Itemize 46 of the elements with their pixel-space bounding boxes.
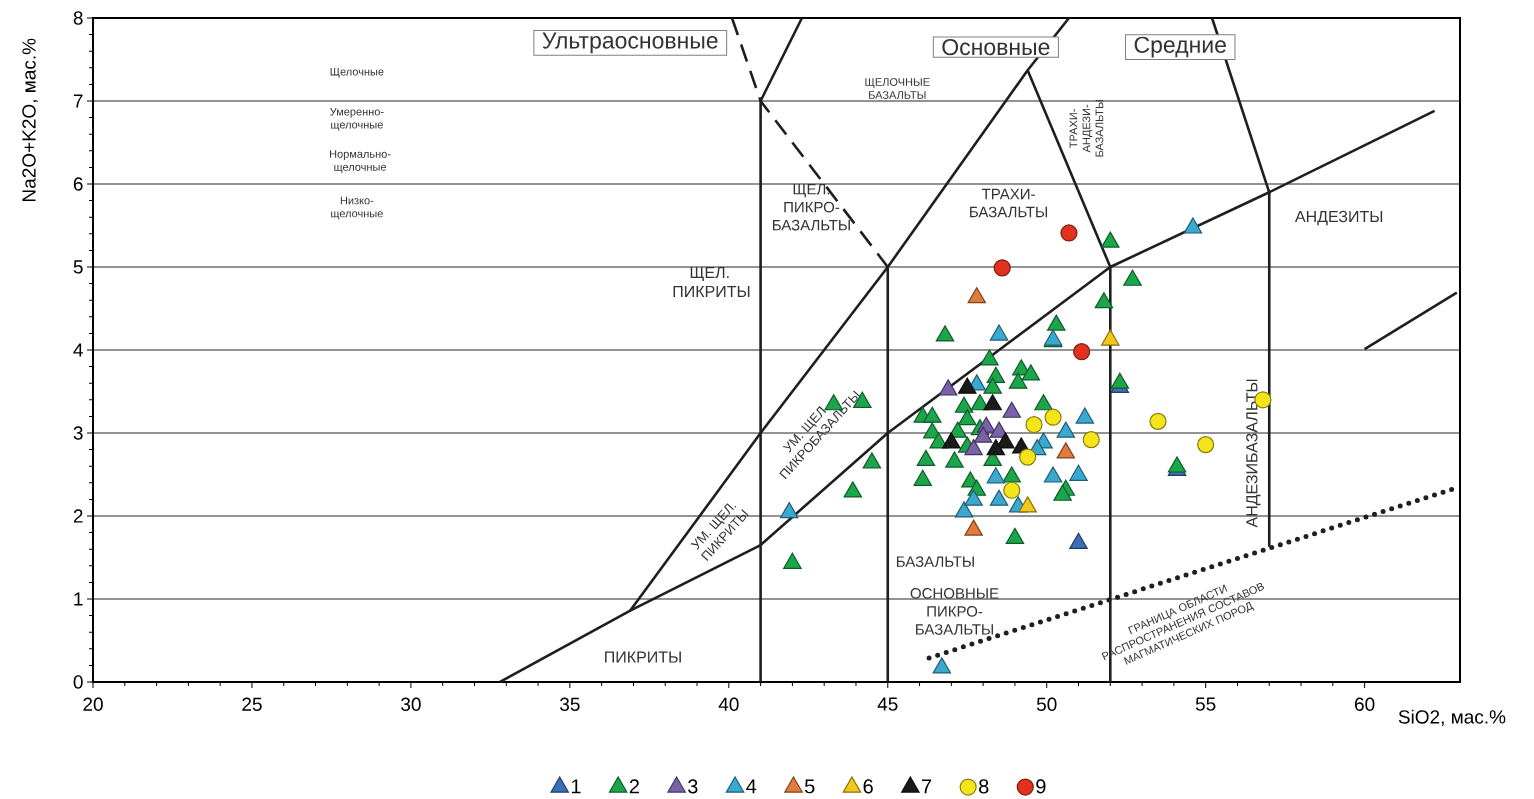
y-tick-label: 3 [73, 426, 83, 440]
annotation: Щелочные [330, 67, 384, 78]
annotation: Низко-щелочные [331, 196, 383, 220]
annotation: ЩЕЛОЧНЫЕ БАЗАЛЬТЫ [865, 78, 930, 99]
annotation: Основные [942, 38, 1050, 56]
x-tick-label: 35 [560, 697, 580, 711]
annotation: ТРАХИ-БАЗАЛЬТЫ [970, 188, 1048, 218]
x-tick-label: 20 [83, 697, 103, 711]
annotation: АНДЕЗИБАЗАЛЬТЫ [1246, 379, 1261, 528]
annotation: ЩЕЛ. ПИКРИТЫ [673, 266, 750, 297]
x-axis-title: SiO2, мас.% [1398, 709, 1506, 726]
y-tick-label: 2 [73, 509, 83, 523]
annotation: БАЗАЛЬТЫ [896, 556, 974, 567]
annotation: Нормально-щелочные [330, 150, 391, 173]
y-axis-title: Na2O+K2O, мас.% [22, 38, 38, 202]
x-tick-label: 50 [1036, 697, 1057, 711]
legend-label: 6 [863, 779, 873, 794]
legend-label: 4 [746, 779, 757, 794]
y-tick-label: 8 [73, 11, 83, 25]
x-tick-label: 60 [1355, 697, 1375, 711]
legend-label: 8 [979, 779, 989, 794]
annotation: ЩЕЛ. ПИКРО-БАЗАЛЬТЫ [773, 184, 850, 231]
annotation: АНДЕЗИТЫ [1294, 210, 1383, 226]
annotation: ТРАХИ-АНДЕЗИ-БАЗАЛЬТЫ [1069, 100, 1104, 157]
annotation: ОСНОВНЫЕ ПИКРО-БАЗАЛЬТЫ [910, 588, 999, 635]
annotation: Ультраосновные [542, 32, 718, 54]
x-tick-label: 55 [1195, 697, 1216, 711]
legend-label: 5 [804, 779, 815, 794]
y-tick-label: 1 [74, 592, 83, 606]
y-tick-label: 6 [73, 177, 83, 191]
annotation: ПИКРИТЫ [605, 651, 681, 663]
x-tick-label: 25 [242, 697, 262, 711]
x-tick-label: 40 [718, 697, 739, 711]
annotation: Средние [1134, 36, 1226, 58]
annotation: Умеренно-щелочные [330, 107, 384, 131]
legend-label: 2 [629, 779, 639, 794]
y-tick-label: 7 [73, 94, 83, 108]
legend-label: 7 [922, 779, 932, 794]
legend-label: 1 [571, 779, 581, 794]
legend-label: 3 [688, 779, 698, 794]
y-tick-label: 4 [73, 343, 83, 357]
y-tick-label: 5 [73, 260, 83, 274]
y-tick-label: 0 [73, 675, 83, 689]
legend-label: 9 [1036, 779, 1046, 794]
x-tick-label: 45 [877, 697, 898, 711]
x-tick-label: 30 [401, 697, 421, 711]
